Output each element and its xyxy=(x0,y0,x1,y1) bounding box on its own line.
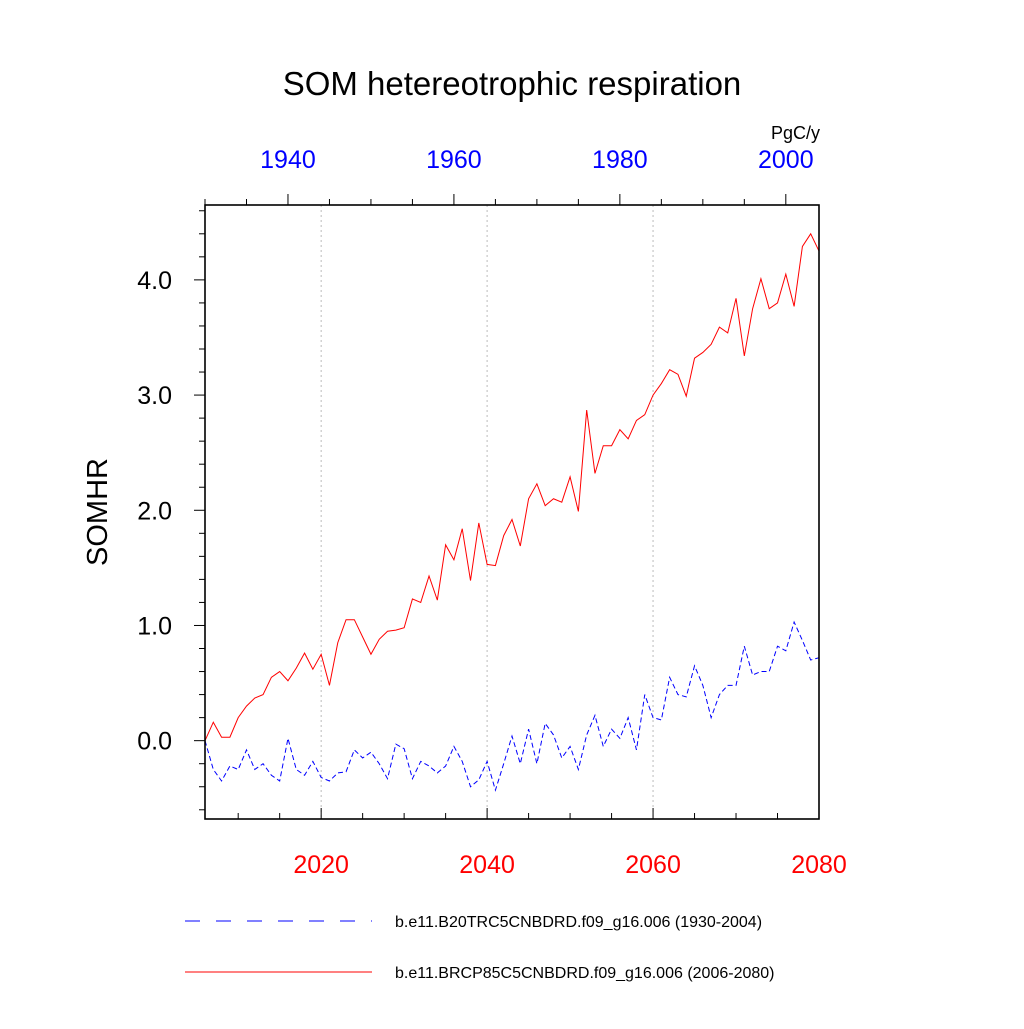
legend: b.e11.B20TRC5CNBDRD.f09_g16.006 (1930-20… xyxy=(185,914,774,982)
x-top-tick-label: 2000 xyxy=(758,146,814,174)
legend-label-rcp85: b.e11.BRCP85C5CNBDRD.f09_g16.006 (2006-2… xyxy=(395,965,774,982)
x-bottom-tick-label: 2080 xyxy=(791,851,847,879)
y-tick-label: 1.0 xyxy=(137,612,172,640)
y-tick-label: 3.0 xyxy=(137,382,172,410)
legend-label-historical: b.e11.B20TRC5CNBDRD.f09_g16.006 (1930-20… xyxy=(395,914,762,931)
series-line-historical xyxy=(204,620,820,792)
x-bottom-tick-label: 2020 xyxy=(293,851,349,879)
y-tick-label: 0.0 xyxy=(137,728,172,756)
x-top-tick-label: 1980 xyxy=(592,146,648,174)
x-top-tick-label: 1940 xyxy=(260,146,316,174)
chart-title: SOM hetereotrophic respiration xyxy=(283,65,742,102)
series-layer xyxy=(204,232,820,792)
axis-layer: 2020 2040 2060 2080 1940 1960 1980 2000 0.0 1.0 2.… xyxy=(137,146,847,879)
y-axis-label: SOMHR xyxy=(82,458,114,566)
plot-frame xyxy=(204,204,820,820)
y-tick-label: 2.0 xyxy=(137,497,172,525)
x-bottom-tick-label: 2060 xyxy=(625,851,681,879)
x-top-tick-label: 1960 xyxy=(426,146,482,174)
grid-lines xyxy=(320,205,654,819)
units-label: PgC/y xyxy=(771,123,820,143)
x-bottom-tick-label: 2040 xyxy=(459,851,515,879)
y-tick-label: 4.0 xyxy=(137,267,172,295)
series-line-rcp85 xyxy=(204,232,820,741)
